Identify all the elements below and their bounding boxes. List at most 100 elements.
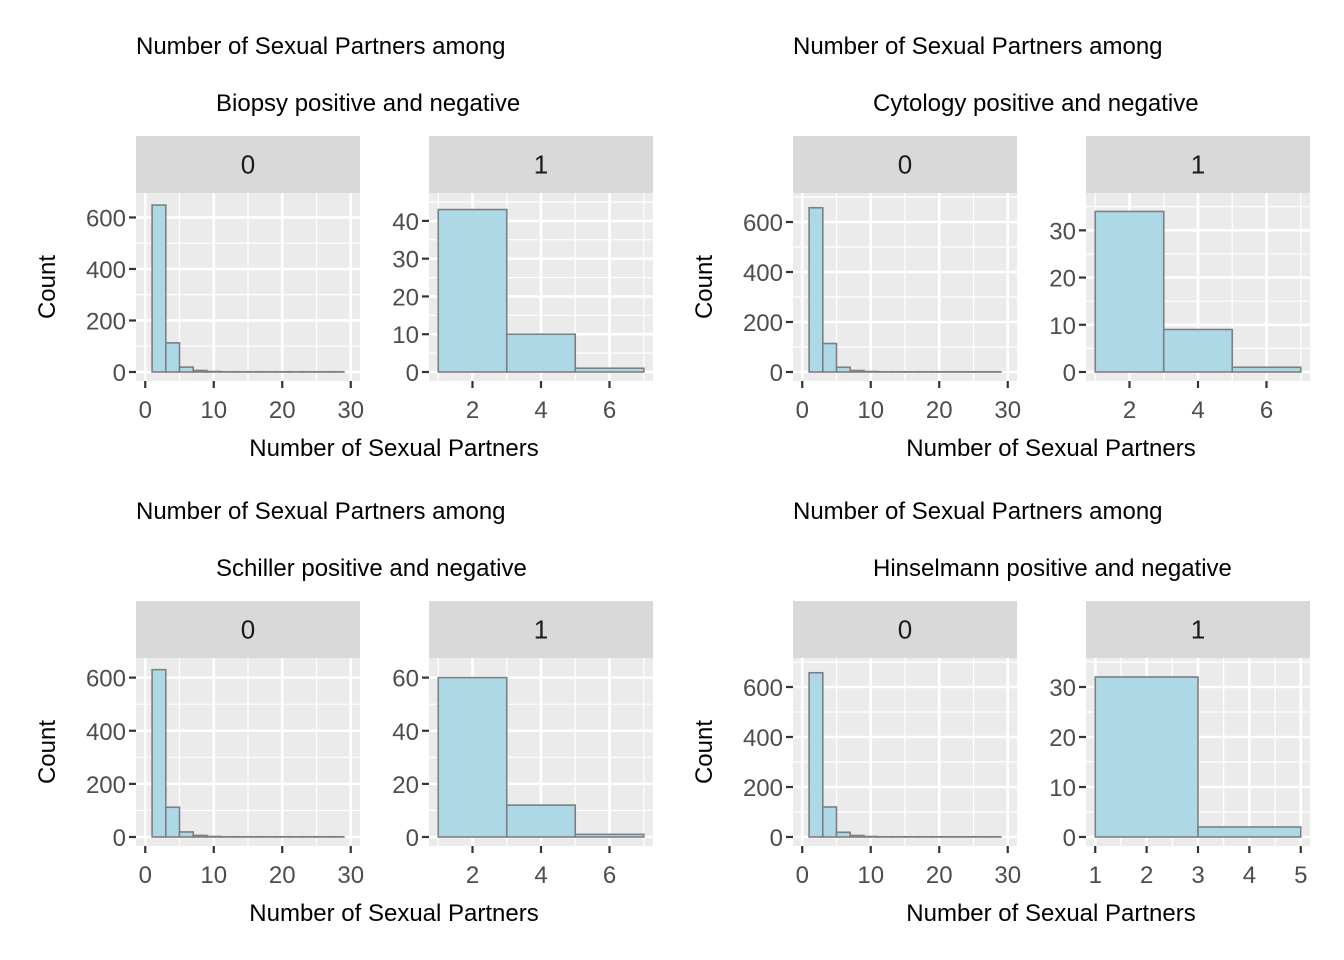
- histogram-bar: [178, 366, 194, 373]
- x-tick-label: 20: [926, 397, 953, 424]
- histogram-bar: [206, 835, 222, 838]
- y-tick-label: 20: [392, 284, 419, 311]
- x-tick-label: 4: [534, 862, 547, 889]
- chart-title-line2: Biopsy positive and negative: [216, 90, 520, 117]
- y-tick-label: 40: [392, 719, 419, 746]
- histogram-bar: [574, 833, 645, 838]
- y-tick-label: 0: [113, 825, 126, 852]
- facet-strip: [1086, 136, 1310, 193]
- chart-1: Number of Sexual Partners among Biopsy po…: [34, 33, 653, 462]
- facet-strip-label: 1: [1191, 150, 1205, 180]
- x-axis-title: Number of Sexual Partners: [249, 900, 538, 927]
- x-tick-label: 20: [269, 397, 296, 424]
- chart-title-line1: Number of Sexual Partners among: [793, 498, 1163, 525]
- facet-strip: [136, 601, 360, 658]
- y-tick-label: 400: [86, 257, 126, 284]
- histogram-bar: [821, 806, 838, 838]
- y-axis-title: Count: [34, 255, 61, 319]
- y-tick-label: 200: [743, 775, 783, 802]
- histogram-bar: [164, 342, 181, 373]
- y-tick-label: 400: [86, 719, 126, 746]
- x-axis-title: Number of Sexual Partners: [249, 435, 538, 462]
- x-tick-label: 5: [1294, 862, 1307, 889]
- histogram-bar: [863, 835, 879, 838]
- x-tick-label: 30: [994, 397, 1021, 424]
- y-tick-label: 20: [1049, 725, 1076, 752]
- x-tick-label: 2: [1140, 862, 1153, 889]
- x-tick-label: 6: [603, 397, 616, 424]
- histogram-bar: [1197, 826, 1302, 838]
- x-tick-label: 10: [200, 397, 227, 424]
- y-tick-label: 20: [392, 772, 419, 799]
- histogram-bar: [505, 804, 577, 838]
- facet-strip-label: 0: [898, 615, 912, 645]
- y-tick-label: 40: [392, 209, 419, 236]
- x-tick-label: 3: [1191, 862, 1204, 889]
- facet-strip: [793, 136, 1017, 193]
- histogram-bar: [849, 834, 865, 838]
- y-tick-label: 10: [392, 322, 419, 349]
- chart-title-line1: Number of Sexual Partners among: [136, 498, 506, 525]
- histogram-bar: [1094, 676, 1199, 838]
- histogram-bar: [574, 367, 645, 373]
- y-tick-label: 30: [392, 247, 419, 274]
- facet-strip: [793, 601, 1017, 658]
- y-tick-label: 0: [113, 360, 126, 387]
- histogram-bar: [1162, 328, 1234, 373]
- histogram-bar: [821, 342, 838, 373]
- facet-strip: [136, 136, 360, 193]
- x-tick-label: 2: [1123, 397, 1136, 424]
- histogram-bar: [151, 668, 167, 838]
- y-tick-label: 10: [1049, 775, 1076, 802]
- x-tick-label: 4: [1191, 397, 1204, 424]
- x-tick-label: 0: [796, 862, 809, 889]
- y-tick-label: 10: [1049, 313, 1076, 340]
- x-tick-label: 20: [269, 862, 296, 889]
- y-tick-label: 200: [743, 310, 783, 337]
- y-tick-label: 0: [770, 825, 783, 852]
- histogram-bar: [835, 366, 851, 373]
- histogram-bar: [1231, 366, 1302, 373]
- facet-strip-label: 1: [1191, 615, 1205, 645]
- x-tick-label: 4: [534, 397, 547, 424]
- x-tick-label: 6: [1260, 397, 1273, 424]
- histogram-bar: [863, 370, 879, 373]
- y-axis-title: Count: [34, 720, 61, 784]
- y-tick-label: 400: [743, 725, 783, 752]
- facet-1: 1 2 4 6 0 10 20 30 40: [392, 136, 653, 424]
- histogram-bar: [192, 369, 208, 373]
- y-tick-label: 200: [86, 772, 126, 799]
- histogram-bar: [1094, 210, 1165, 373]
- facet-strip-label: 1: [534, 150, 548, 180]
- x-tick-label: 2: [466, 862, 479, 889]
- y-tick-label: 30: [1049, 218, 1076, 245]
- chart-title-line2: Cytology positive and negative: [873, 90, 1199, 117]
- chart-title-line2: Schiller positive and negative: [216, 555, 527, 582]
- x-tick-label: 2: [466, 397, 479, 424]
- x-tick-label: 10: [857, 397, 884, 424]
- facet-strip-label: 0: [898, 150, 912, 180]
- y-tick-label: 0: [406, 360, 419, 387]
- x-tick-label: 30: [994, 862, 1021, 889]
- histogram-bar: [849, 369, 865, 373]
- facet-1: 1 1 2 3 4 5 0 10 20 30: [1049, 601, 1310, 889]
- x-tick-label: 0: [139, 862, 152, 889]
- histogram-bar: [178, 831, 194, 838]
- y-tick-label: 0: [406, 825, 419, 852]
- facet-strip-label: 1: [534, 615, 548, 645]
- histogram-bar: [206, 370, 222, 373]
- y-tick-label: 30: [1049, 675, 1076, 702]
- facet-strip-label: 0: [241, 150, 255, 180]
- histogram-bar: [505, 333, 577, 373]
- y-tick-label: 20: [1049, 266, 1076, 293]
- histogram-bar: [808, 206, 824, 373]
- chart-3: Number of Sexual Partners among Schiller …: [34, 498, 653, 927]
- y-tick-label: 200: [86, 308, 126, 335]
- y-tick-label: 600: [86, 666, 126, 693]
- chart-2: Number of Sexual Partners among Cytology …: [691, 33, 1310, 462]
